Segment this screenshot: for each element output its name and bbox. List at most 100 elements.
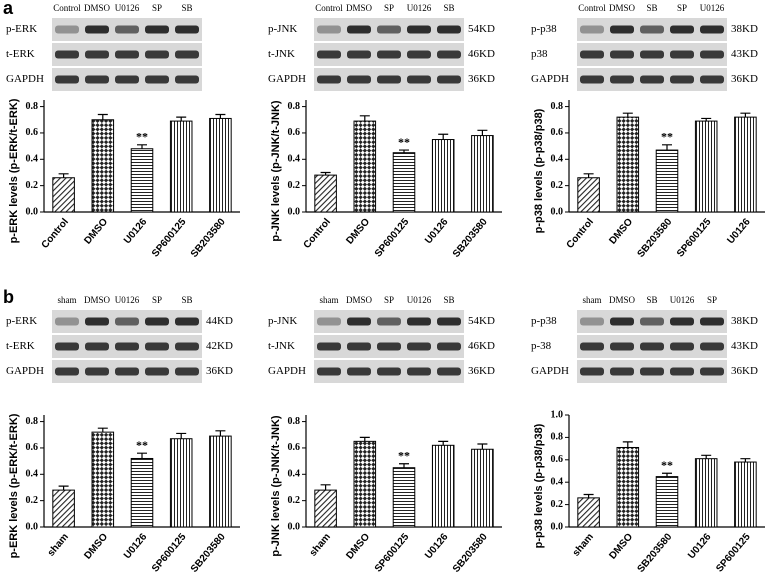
blot-band xyxy=(347,317,371,326)
blot-band xyxy=(700,342,724,351)
blot-band xyxy=(347,367,371,376)
blot-band xyxy=(175,367,199,376)
lane-label: SB xyxy=(646,3,657,13)
blot-row-label: GAPDH xyxy=(268,73,306,85)
blot-row-label: p38 xyxy=(531,48,548,60)
x-tick-label: U0126 xyxy=(725,216,753,246)
blot-band xyxy=(317,75,341,84)
blot-row-label: t-JNK xyxy=(268,48,295,60)
blot-kd-label: 54KD xyxy=(468,23,495,35)
blot-band xyxy=(580,342,604,351)
error-bar xyxy=(662,472,672,477)
x-tick-label: DMSO xyxy=(607,531,635,561)
error-bar xyxy=(622,441,633,448)
x-tick-label: SB203580 xyxy=(451,216,490,260)
blot-row-label: GAPDH xyxy=(268,365,306,377)
blot-band xyxy=(175,317,199,326)
error-bar xyxy=(477,443,488,450)
x-tick-label: SP600125 xyxy=(714,531,753,574)
blot-row-label: p-ERK xyxy=(6,23,37,35)
lane-label: sham xyxy=(583,295,602,305)
bar xyxy=(130,457,154,528)
bar xyxy=(431,444,455,528)
blot-band xyxy=(85,50,109,59)
y-tick-label: 0.6 xyxy=(551,127,564,138)
blot-band xyxy=(640,25,664,34)
bar xyxy=(91,431,115,528)
blot-band xyxy=(610,75,634,84)
x-tick-label: DMSO xyxy=(344,216,372,246)
error-bar xyxy=(215,113,226,119)
blot-row-label: p-p38 xyxy=(531,23,557,35)
blot-band xyxy=(670,317,694,326)
error-bar xyxy=(58,173,69,178)
blot-band xyxy=(580,75,604,84)
blot-band xyxy=(377,50,401,59)
error-bar xyxy=(176,432,187,439)
blot-band xyxy=(317,342,341,351)
lane-label: SB xyxy=(443,295,454,305)
blot-band xyxy=(670,367,694,376)
blot-band xyxy=(700,75,724,84)
x-tick-label: Control xyxy=(302,216,333,250)
blot-band xyxy=(317,25,341,34)
x-tick-label: DMSO xyxy=(82,531,110,561)
y-tick-label: 0.8 xyxy=(551,432,564,443)
blot-band xyxy=(437,367,461,376)
blot-kd-label: 36KD xyxy=(468,73,495,85)
blot-band xyxy=(377,75,401,84)
error-bar xyxy=(622,112,633,118)
y-tick-label: 0.4 xyxy=(551,476,564,487)
blot-band xyxy=(347,25,371,34)
blot-band xyxy=(670,25,694,34)
y-tick-label: 0.8 xyxy=(26,101,39,112)
error-bar xyxy=(97,427,108,433)
x-tick-label: Control xyxy=(565,216,596,250)
error-bar xyxy=(583,493,594,498)
blot-band xyxy=(347,75,371,84)
x-tick-label: SP600125 xyxy=(675,216,714,259)
y-tick-label: 0.8 xyxy=(26,416,39,427)
y-tick-label: 0.0 xyxy=(288,206,301,217)
bar xyxy=(209,435,232,528)
blot-row-label: t-ERK xyxy=(6,340,35,352)
blot-band xyxy=(145,25,169,34)
y-tick-label: 0.8 xyxy=(288,101,301,112)
error-bar xyxy=(438,440,449,446)
bar xyxy=(655,149,679,213)
error-bar xyxy=(477,129,488,136)
blot-band xyxy=(437,317,461,326)
bar xyxy=(169,120,193,213)
blot-band xyxy=(407,50,431,59)
blot-kd-label: 38KD xyxy=(731,315,758,327)
lane-label: SB xyxy=(181,295,192,305)
lane-label: U0126 xyxy=(115,295,140,305)
bar xyxy=(471,135,494,213)
lane-label: Control xyxy=(53,3,81,13)
lane-label: U0126 xyxy=(115,3,140,13)
bar xyxy=(209,117,232,213)
error-bar xyxy=(58,485,69,491)
bar xyxy=(577,497,600,528)
blot-row-label: GAPDH xyxy=(531,365,569,377)
y-tick-label: 0.0 xyxy=(26,521,39,532)
y-tick-label: 0.6 xyxy=(26,442,39,453)
blot-band xyxy=(700,25,724,34)
y-tick-label: 0.2 xyxy=(26,495,39,506)
error-bar xyxy=(701,117,712,122)
blot-kd-label: 38KD xyxy=(731,23,758,35)
significance-mark: ** xyxy=(661,458,673,472)
blot-band xyxy=(610,367,634,376)
bar xyxy=(577,177,600,213)
blot-band xyxy=(610,317,634,326)
blot-band xyxy=(347,342,371,351)
blot-band xyxy=(670,50,694,59)
blot-band xyxy=(55,50,79,59)
blot-band xyxy=(407,342,431,351)
blot-band xyxy=(115,342,139,351)
y-tick-label: 0.4 xyxy=(288,469,301,480)
y-tick-label: 0.2 xyxy=(551,499,564,510)
error-bar xyxy=(701,454,712,459)
bar xyxy=(734,116,757,213)
lane-label: Control xyxy=(315,3,343,13)
